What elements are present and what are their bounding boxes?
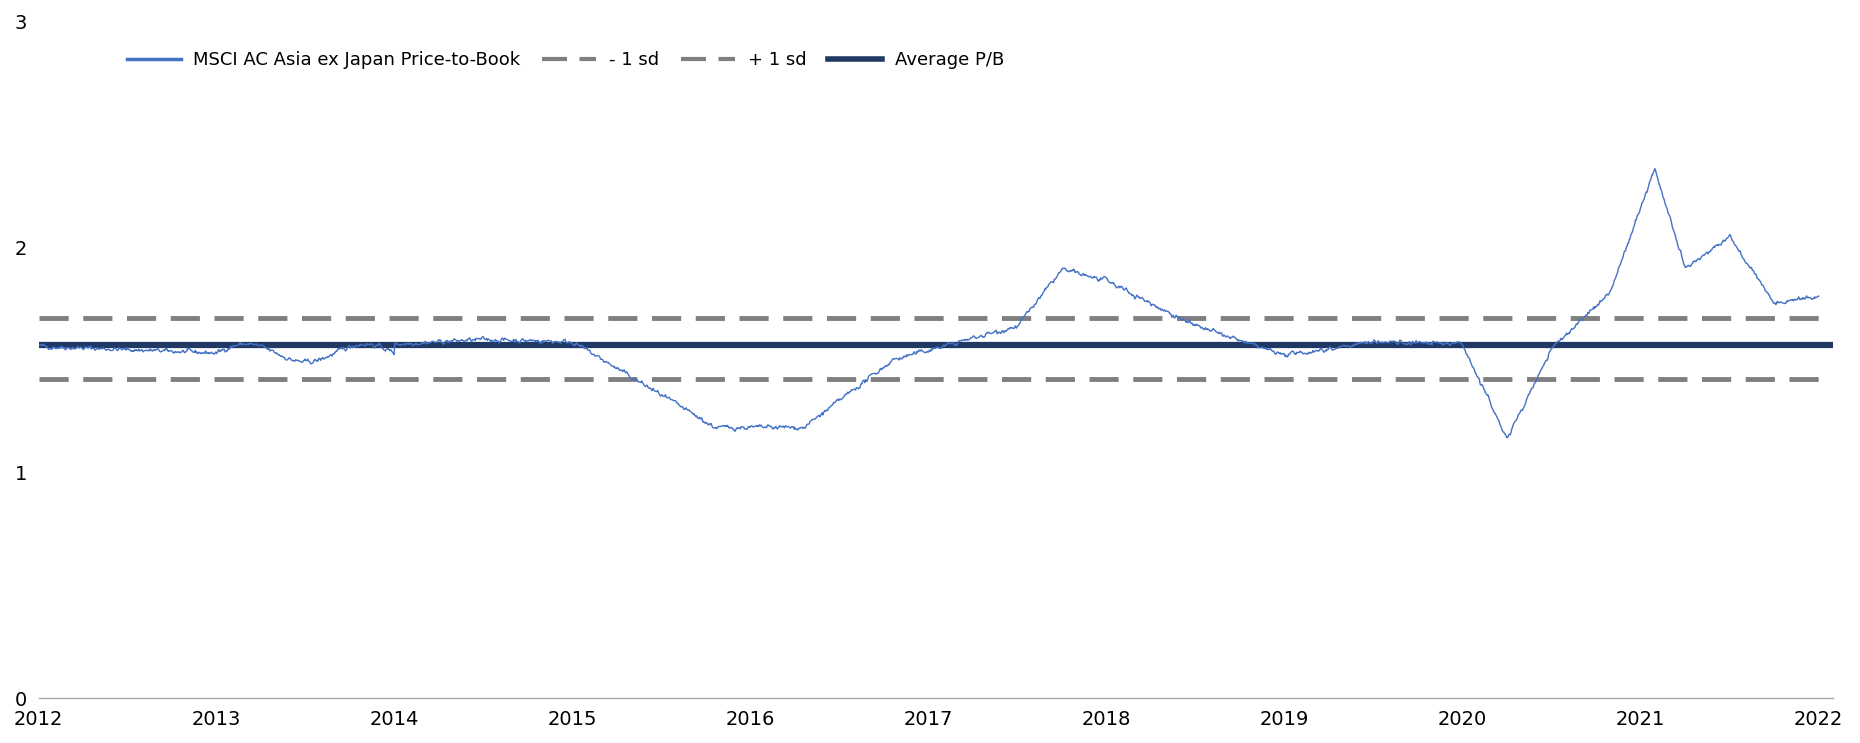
Legend: MSCI AC Asia ex Japan Price-to-Book, - 1 sd, + 1 sd, Average P/B: MSCI AC Asia ex Japan Price-to-Book, - 1… [119, 44, 1012, 77]
